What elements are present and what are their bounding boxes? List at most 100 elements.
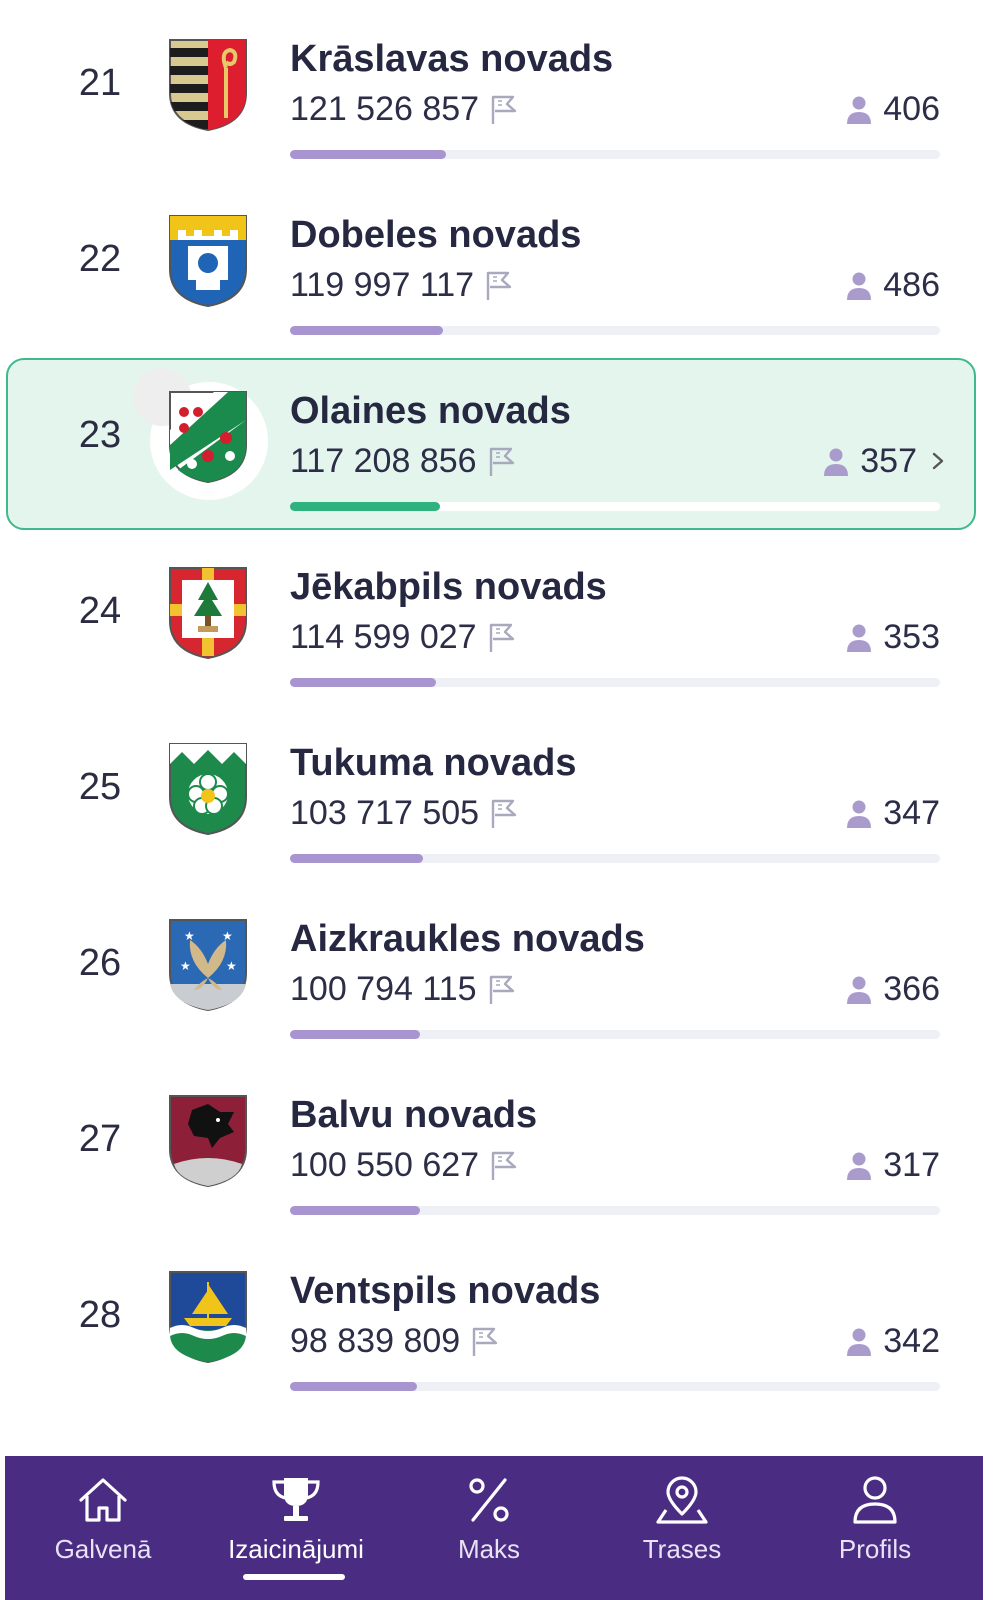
svg-text:★: ★ <box>226 959 237 973</box>
progress-fill <box>290 678 436 687</box>
progress-fill <box>290 1206 420 1215</box>
leaderboard-row: 28 Ventspils novads 98 839 809 342 <box>0 1232 995 1412</box>
progress-fill <box>290 1382 417 1391</box>
score-value: 117 208 856 <box>290 442 519 481</box>
active-tab-indicator <box>243 1574 345 1580</box>
person-icon <box>845 975 873 1005</box>
leaderboard-row[interactable]: 23 Olaines novads 117 208 856 357 <box>0 352 995 532</box>
progress-bar <box>290 1030 940 1039</box>
person-icon <box>845 95 873 125</box>
score-value: 119 997 117 <box>290 266 516 305</box>
member-count-text: 353 <box>883 618 940 656</box>
tab-label: Profils <box>838 1534 912 1564</box>
progress-fill <box>290 854 423 863</box>
tab-profils[interactable]: Profils <box>777 1456 973 1600</box>
rank-number: 27 <box>78 1118 122 1160</box>
leaderboard-row: 27 Balvu novads 100 550 627 317 <box>0 1056 995 1236</box>
rank-number: 24 <box>78 590 122 632</box>
leaderboard-row: 24 Jēkabpils novads 114 599 027 353 <box>0 528 995 708</box>
trophy-icon <box>266 1470 326 1530</box>
member-count: 317 <box>845 1146 940 1185</box>
flag-icon <box>487 446 519 478</box>
leaderboard-row: 25 Tukuma novads 103 717 505 347 <box>0 704 995 884</box>
score-text: 103 717 505 <box>290 794 480 832</box>
flag-icon <box>489 798 521 830</box>
score-text: 100 794 115 <box>290 970 477 1008</box>
jekabpils-crest <box>168 566 248 660</box>
user-icon <box>845 1470 905 1530</box>
person-icon <box>822 447 850 477</box>
progress-bar <box>290 502 940 511</box>
score-value: 100 794 115 <box>290 970 519 1009</box>
member-count-text: 342 <box>883 1322 940 1360</box>
aizkraukle-crest: ★ ★ ★ ★ <box>168 918 248 1012</box>
map-pin-icon <box>652 1470 712 1530</box>
member-count: 406 <box>845 90 940 129</box>
person-icon <box>845 1151 873 1181</box>
flag-icon <box>489 1150 521 1182</box>
person-icon <box>845 623 873 653</box>
kraslava-crest <box>168 38 248 132</box>
member-count-text: 357 <box>860 442 917 480</box>
score-value: 100 550 627 <box>290 1146 521 1185</box>
score-value: 114 599 027 <box>290 618 519 657</box>
progress-fill <box>290 326 443 335</box>
score-text: 98 839 809 <box>290 1322 461 1360</box>
tab-label: Galvenā <box>54 1534 152 1564</box>
member-count: 347 <box>845 794 940 833</box>
progress-bar <box>290 1206 940 1215</box>
tab-izaicin-jumi[interactable]: Izaicinājumi <box>198 1456 394 1600</box>
leaderboard-row: 22 Dobeles novads 119 997 117 486 <box>0 176 995 356</box>
olaine-crest <box>168 390 248 484</box>
home-icon <box>73 1470 133 1530</box>
progress-bar <box>290 1382 940 1391</box>
flag-icon <box>487 974 519 1006</box>
score-text: 100 550 627 <box>290 1146 480 1184</box>
member-count: 366 <box>845 970 940 1009</box>
municipality-name: Ventspils novads <box>290 1270 601 1312</box>
member-count: 357 <box>822 442 917 481</box>
member-count-text: 486 <box>883 266 940 304</box>
tab-label: Maks <box>457 1534 521 1564</box>
municipality-name: Dobeles novads <box>290 214 582 256</box>
tab-trases[interactable]: Trases <box>584 1456 780 1600</box>
tab-galven-[interactable]: Galvenā <box>5 1456 201 1600</box>
municipality-name: Jēkabpils novads <box>290 566 607 608</box>
svg-text:★: ★ <box>222 929 233 943</box>
tukums-crest <box>168 742 248 836</box>
tab-label: Trases <box>642 1534 722 1564</box>
rank-number: 28 <box>78 1294 122 1336</box>
dobele-crest <box>168 214 248 308</box>
municipality-name: Balvu novads <box>290 1094 538 1136</box>
rank-number: 26 <box>78 942 122 984</box>
person-icon <box>845 271 873 301</box>
member-count-text: 366 <box>883 970 940 1008</box>
member-count-text: 317 <box>883 1146 940 1184</box>
leaderboard-list: 21 Krāslavas novads 121 526 857 406 22 Dobe… <box>0 0 995 1412</box>
progress-bar <box>290 854 940 863</box>
progress-fill <box>290 150 446 159</box>
member-count-text: 406 <box>883 90 940 128</box>
flag-icon <box>487 622 519 654</box>
progress-fill <box>290 1030 420 1039</box>
member-count-text: 347 <box>883 794 940 832</box>
rank-number: 23 <box>78 414 122 456</box>
tab-label: Izaicinājumi <box>228 1534 364 1564</box>
progress-fill <box>290 502 440 511</box>
leaderboard-row: 21 Krāslavas novads 121 526 857 406 <box>0 0 995 180</box>
svg-text:★: ★ <box>184 929 195 943</box>
bottom-tab-bar: Galvenā Izaicinājumi Maks Trases Profils <box>5 1456 983 1600</box>
score-text: 117 208 856 <box>290 442 477 480</box>
municipality-name: Krāslavas novads <box>290 38 614 80</box>
progress-bar <box>290 326 940 335</box>
member-count: 486 <box>845 266 940 305</box>
chevron-right-icon[interactable] <box>929 446 947 476</box>
municipality-name: Aizkraukles novads <box>290 918 645 960</box>
person-icon <box>845 1327 873 1357</box>
score-value: 103 717 505 <box>290 794 521 833</box>
percent-icon <box>459 1470 519 1530</box>
person-icon <box>845 799 873 829</box>
municipality-name: Tukuma novads <box>290 742 577 784</box>
tab-maks[interactable]: Maks <box>391 1456 587 1600</box>
rank-number: 21 <box>78 62 122 104</box>
